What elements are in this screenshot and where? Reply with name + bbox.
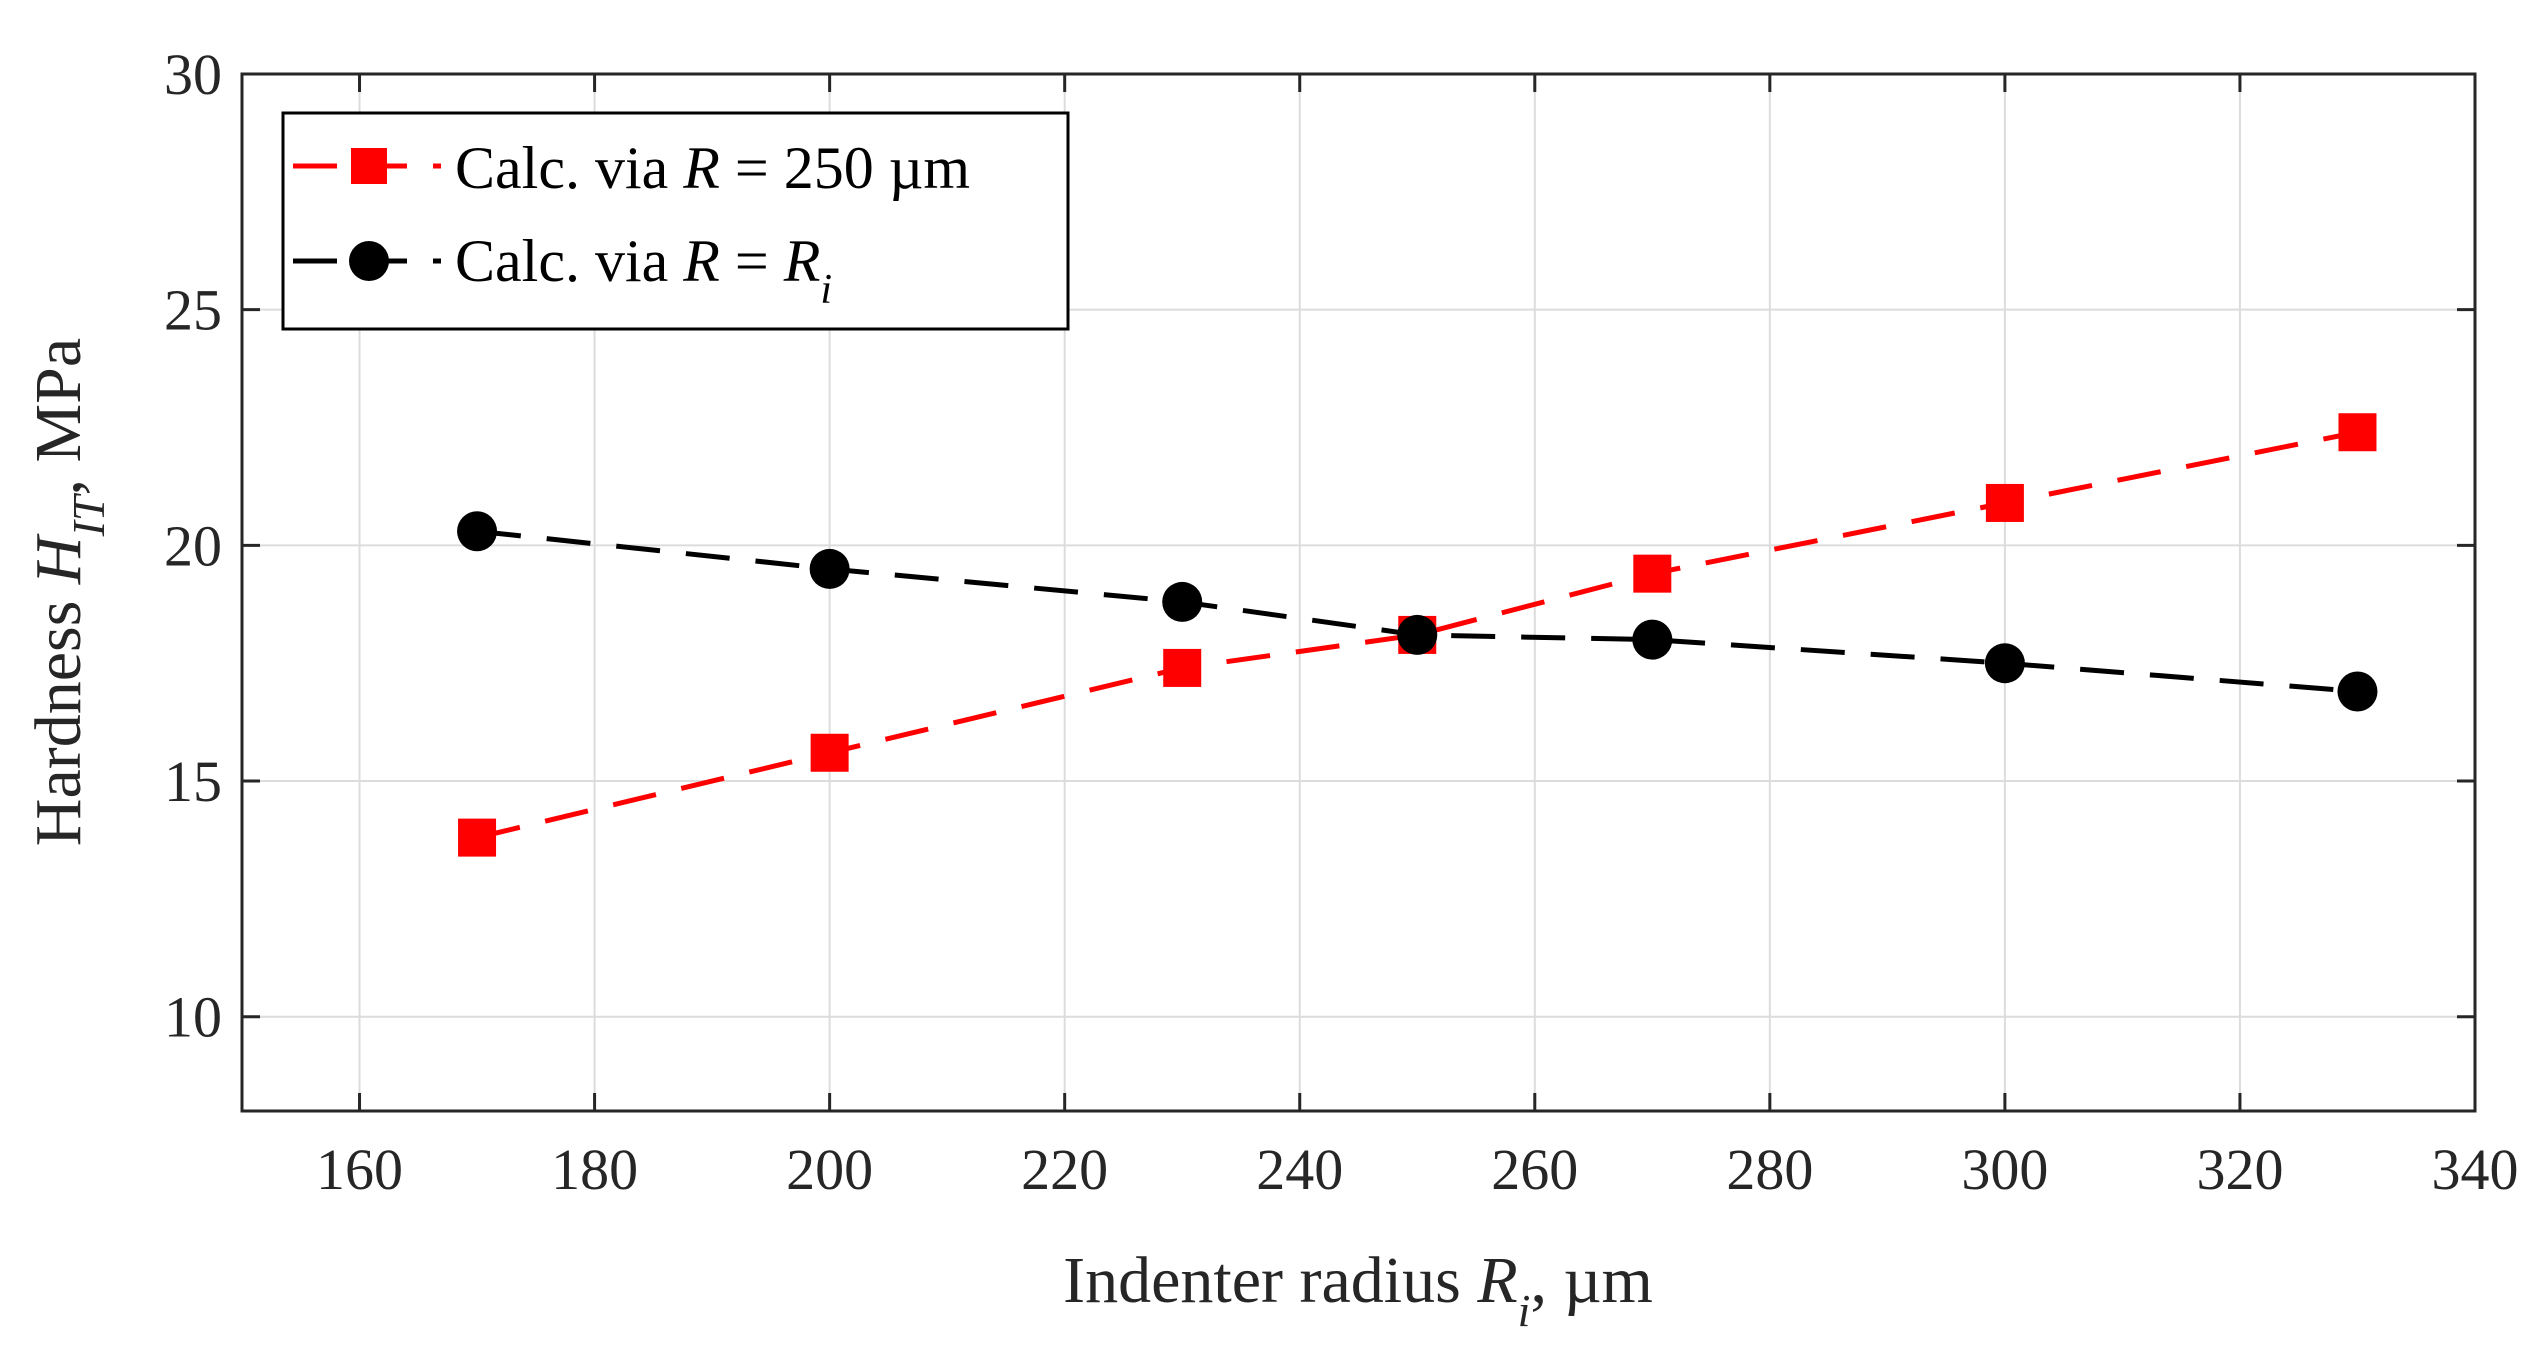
data-point bbox=[2337, 671, 2378, 712]
y-tick-label: 25 bbox=[164, 278, 222, 343]
data-point bbox=[1984, 643, 2025, 684]
x-tick-label: 240 bbox=[1256, 1137, 1343, 1202]
data-point bbox=[810, 733, 849, 772]
data-point bbox=[1632, 619, 1673, 660]
legend-label-series-2: Calc. via R = Ri bbox=[455, 228, 832, 313]
data-point bbox=[1397, 614, 1438, 655]
y-tick-label: 20 bbox=[164, 513, 222, 578]
y-tick-label: 10 bbox=[164, 985, 222, 1050]
ticks: 160 180 200 220 240 260 280 300 320 340 10 15 20 25 30 bbox=[164, 42, 2519, 1202]
x-tick-label: 260 bbox=[1491, 1137, 1578, 1202]
x-axis-label: Indenter radius Ri, µm bbox=[1063, 1244, 1653, 1336]
series-2 bbox=[457, 511, 2378, 712]
x-tick-label: 200 bbox=[786, 1137, 873, 1202]
x-tick-label: 220 bbox=[1021, 1137, 1108, 1202]
legend: Calc. via R = 250 µm Calc. via R = Ri bbox=[281, 111, 1070, 331]
data-point bbox=[1633, 554, 1672, 593]
x-tick-label: 180 bbox=[551, 1137, 638, 1202]
data-point bbox=[1162, 581, 1203, 622]
data-point bbox=[1985, 483, 2024, 522]
x-tick-label: 280 bbox=[1726, 1137, 1813, 1202]
legend-marker-series-2 bbox=[349, 241, 389, 281]
x-tick-label: 320 bbox=[2196, 1137, 2283, 1202]
series-layer bbox=[457, 413, 2378, 857]
data-point bbox=[458, 818, 497, 857]
data-point bbox=[2338, 413, 2377, 452]
legend-entry-series-1: Calc. via R = 250 µm bbox=[293, 135, 970, 201]
x-tick-label: 160 bbox=[316, 1137, 403, 1202]
data-point bbox=[809, 548, 850, 589]
x-tick-label: 300 bbox=[1961, 1137, 2048, 1202]
data-point bbox=[1163, 648, 1202, 687]
data-point bbox=[457, 511, 498, 552]
y-axis-label: Hardness HIT, MPa bbox=[22, 338, 114, 846]
legend-label-series-1: Calc. via R = 250 µm bbox=[455, 135, 970, 201]
plot-frame bbox=[240, 72, 2477, 1113]
legend-entry-series-2: Calc. via R = Ri bbox=[293, 228, 832, 313]
y-tick-label: 15 bbox=[164, 749, 222, 814]
legend-marker-series-1 bbox=[351, 148, 387, 184]
y-tick-label: 30 bbox=[164, 42, 222, 107]
legend-box bbox=[281, 111, 1070, 331]
x-tick-label: 340 bbox=[2432, 1137, 2519, 1202]
